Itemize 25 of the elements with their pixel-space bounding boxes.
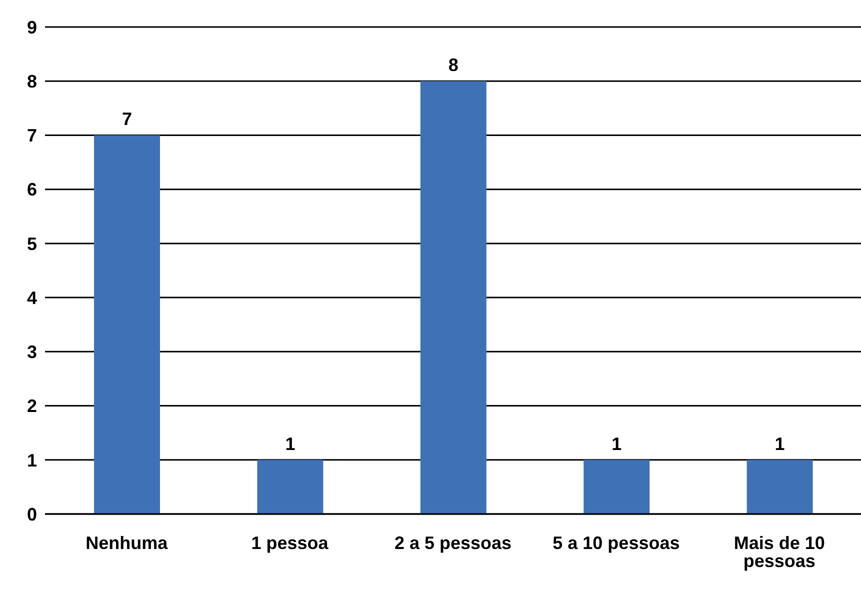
y-tick-label: 7	[26, 126, 37, 146]
y-tick-label: 8	[26, 72, 37, 92]
data-label: 8	[448, 55, 458, 76]
y-tick-label: 9	[26, 17, 37, 38]
y-tick-label: 5	[26, 234, 37, 254]
y-tick-label: 0	[26, 504, 37, 524]
data-label: 1	[774, 434, 785, 454]
x-tick-label: Nenhuma	[86, 532, 169, 553]
data-label: 7	[122, 109, 132, 130]
data-label: 1	[285, 434, 296, 454]
x-tick-label: Mais de 10 pessoas	[734, 532, 825, 571]
bar	[257, 460, 324, 514]
bar	[746, 460, 813, 514]
y-tick-label: 6	[26, 180, 37, 200]
y-tick-label: 2	[26, 396, 37, 416]
x-tick-label: 2 a 5 pessoas	[394, 532, 512, 553]
bar	[94, 135, 160, 514]
x-tick-label: 5 a 10 pessoas	[552, 532, 680, 553]
x-tick-label: 1 pessoa	[251, 532, 330, 553]
data-label: 1	[612, 434, 622, 454]
bar	[584, 460, 650, 514]
y-tick-label: 3	[26, 342, 37, 362]
y-tick-label: 4	[26, 288, 37, 308]
y-tick-label: 1	[26, 450, 37, 470]
bar	[420, 81, 486, 514]
